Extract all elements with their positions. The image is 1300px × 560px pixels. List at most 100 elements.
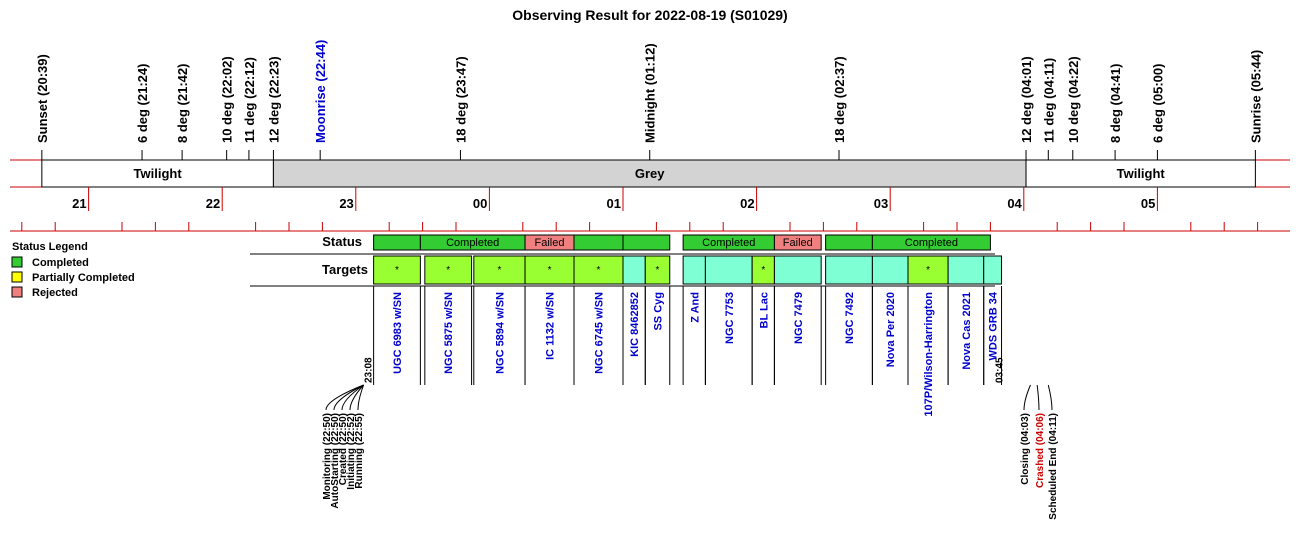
legend-item-label: Completed — [32, 257, 89, 269]
pre-event-label: Initiating (22:52) — [346, 413, 357, 490]
target-mark: * — [497, 265, 501, 276]
hour-label: 23 — [339, 196, 353, 211]
target-mark: * — [926, 265, 930, 276]
pre-event-connector — [349, 384, 364, 411]
target-mark: * — [761, 265, 765, 276]
hour-label: 02 — [740, 196, 754, 211]
hour-label: 04 — [1007, 196, 1022, 211]
post-event-label: Scheduled End (04:11) — [1048, 413, 1059, 520]
hour-label: 01 — [607, 196, 621, 211]
target-name: Nova Cas 2021 — [961, 292, 973, 370]
status-block — [622, 234, 671, 251]
target-mark: * — [548, 265, 552, 276]
target-name: KIC 8462852 — [629, 292, 641, 357]
pre-event-label: Running (22:55) — [354, 413, 365, 489]
status-block-label: Completed — [905, 237, 958, 249]
target-name: IC 1132 w/SN — [545, 292, 557, 360]
target-name: UGC 6983 w/SN — [392, 292, 404, 374]
target-name: WDS GRB 34 — [988, 291, 1000, 360]
sky-band-label: Twilight — [134, 166, 183, 181]
target-block — [573, 255, 624, 285]
event-label: 12 deg (22:23) — [266, 56, 281, 143]
event-label: 8 deg (21:42) — [175, 64, 190, 143]
event-label: 8 deg (04:41) — [1108, 64, 1123, 143]
event-label: Sunrise (05:44) — [1248, 50, 1263, 143]
hour-label: 03 — [874, 196, 888, 211]
pre-event-connector — [357, 384, 365, 411]
target-mark: * — [446, 265, 450, 276]
sky-band — [1025, 159, 1256, 188]
legend-item-label: Partially Completed — [32, 272, 135, 284]
target-name: NGC 5875 w/SN — [443, 292, 455, 374]
target-block — [983, 255, 1003, 285]
event-label: 10 deg (22:02) — [220, 56, 235, 143]
status-block-label: Completed — [702, 237, 755, 249]
pre-event-label: AutoStarting (22:50) — [330, 413, 341, 509]
target-name: 107P/Wilson-Harrington — [923, 292, 935, 417]
chart-title: Observing Result for 2022-08-19 (S01029) — [512, 7, 787, 23]
target-name: NGC 7753 — [724, 292, 736, 344]
pre-event-connector — [325, 384, 364, 411]
sky-band-label: Grey — [635, 166, 665, 181]
target-block — [644, 255, 671, 285]
status-block-label: Failed — [783, 237, 813, 249]
target-block — [825, 255, 873, 285]
status-block-label: Failed — [535, 237, 565, 249]
status-block — [825, 234, 873, 251]
event-label: Moonrise (22:44) — [313, 40, 328, 143]
hour-label: 21 — [72, 196, 86, 211]
event-label: 11 deg (04:11) — [1041, 58, 1056, 143]
post-event-label: Crashed (04:06) — [1035, 413, 1046, 488]
post-event-connector — [1036, 384, 1040, 411]
event-label: 18 deg (02:37) — [832, 56, 847, 143]
hour-label: 00 — [473, 196, 487, 211]
pre-event-label: Monitoring (22:50) — [322, 413, 333, 500]
target-block — [907, 255, 949, 285]
target-mark: * — [597, 265, 601, 276]
event-label: Midnight (01:12) — [643, 43, 658, 143]
event-label: Sunset (20:39) — [35, 54, 50, 143]
event-label: 10 deg (04:22) — [1066, 56, 1081, 143]
target-mark: * — [656, 265, 660, 276]
hour-label: 22 — [206, 196, 220, 211]
sky-band — [41, 159, 274, 188]
legend-title: Status Legend — [12, 241, 88, 253]
target-block — [773, 255, 822, 285]
post-event-connector — [1047, 384, 1053, 411]
status-row-label: Status — [322, 234, 362, 249]
target-name: BL Lac — [758, 292, 770, 328]
status-block-label: Completed — [446, 237, 499, 249]
run-start-time: 23:08 — [364, 357, 375, 383]
target-name: NGC 6745 w/SN — [594, 292, 606, 374]
target-block — [373, 255, 421, 285]
post-event-label: Closing (04:03) — [1020, 413, 1031, 485]
target-block — [871, 255, 909, 285]
target-block — [947, 255, 985, 285]
status-block — [871, 234, 991, 251]
event-label: 6 deg (21:24) — [135, 64, 150, 143]
target-block — [622, 255, 646, 285]
status-block — [573, 234, 624, 251]
event-label: 6 deg (05:00) — [1150, 64, 1165, 143]
event-label: 18 deg (23:47) — [453, 56, 468, 143]
run-end-time: 03:45 — [994, 357, 1005, 383]
targets-row-label: Targets — [322, 262, 368, 277]
pre-event-connector — [341, 384, 364, 411]
target-name: SS Cyg — [653, 292, 665, 331]
target-name: NGC 7479 — [793, 292, 805, 344]
target-block — [424, 255, 473, 285]
legend-item-label: Rejected — [32, 287, 78, 299]
sky-band-label: Twilight — [1117, 166, 1166, 181]
target-name: Z And — [689, 292, 701, 323]
legend-swatch — [11, 286, 23, 298]
target-mark: * — [395, 265, 399, 276]
legend-swatch — [11, 271, 23, 283]
pre-event-connector — [333, 384, 364, 411]
target-block — [682, 255, 706, 285]
target-name: NGC 5894 w/SN — [494, 292, 506, 374]
target-block — [704, 255, 753, 285]
event-label: 12 deg (04:01) — [1019, 56, 1034, 143]
target-name: NGC 7492 — [844, 292, 856, 344]
status-block — [773, 234, 822, 251]
